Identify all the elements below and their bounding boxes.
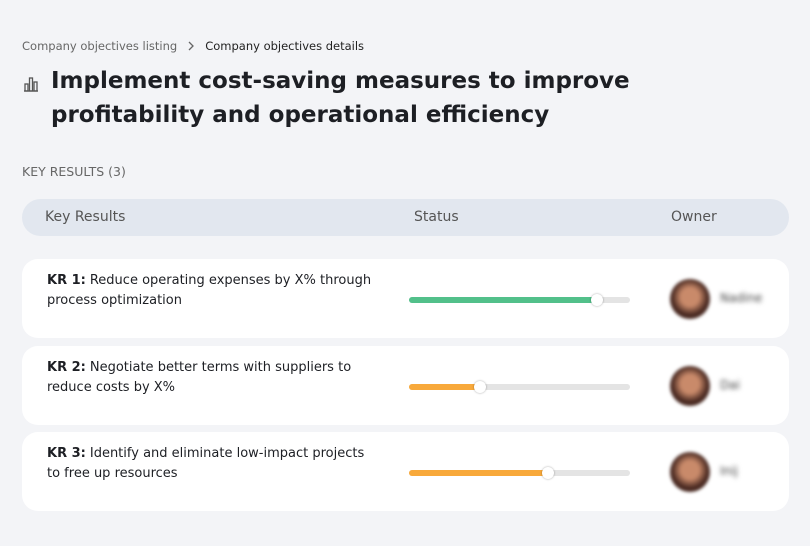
breadcrumb-link[interactable]: Company objectives listing	[22, 39, 178, 53]
progress-fill	[409, 384, 480, 390]
owner-avatar	[670, 366, 710, 406]
key-result-row[interactable]: KR 2: Negotiate better terms with supplie…	[22, 346, 789, 425]
key-result-label: KR 3:	[47, 446, 86, 461]
table-header: Key Results Status Owner	[22, 199, 789, 236]
owner-name: Nadine	[720, 291, 763, 305]
owner-avatar	[670, 279, 710, 319]
key-result-text: KR 3: Identify and eliminate low-impact p…	[47, 444, 372, 488]
progress-knob	[473, 381, 486, 393]
key-result-label: KR 1:	[47, 273, 86, 288]
chevron	[188, 41, 195, 51]
title-icon	[24, 77, 38, 92]
key-result-description: Reduce operating expenses by X% through …	[47, 273, 372, 308]
progress-fill	[409, 297, 597, 303]
progress-knob	[542, 467, 555, 479]
key-result-row[interactable]: KR 1: Reduce operating expenses by X% thr…	[22, 259, 789, 338]
column-header: Status	[414, 209, 459, 225]
progress-knob	[590, 294, 603, 306]
breadcrumb-current: Company objectives details	[205, 39, 365, 53]
key-result-description: Identify and eliminate low-impact projec…	[47, 446, 365, 481]
owner-name: Dai	[720, 378, 740, 392]
progress-track	[409, 381, 630, 393]
owner-name: Inij	[720, 464, 738, 478]
key-result-text: KR 1: Reduce operating expenses by X% thr…	[47, 271, 372, 315]
owner-avatar	[670, 452, 710, 492]
column-header: Owner	[671, 209, 717, 225]
section-label: KEY RESULTS (3)	[22, 164, 126, 179]
key-result-description: Negotiate better terms with suppliers to…	[47, 360, 352, 395]
progress-track	[409, 294, 630, 306]
key-result-label: KR 2:	[47, 360, 86, 375]
breadcrumb: Company objectives listing Company objec…	[22, 39, 364, 53]
key-result-row[interactable]: KR 3: Identify and eliminate low-impact p…	[22, 432, 789, 511]
column-header: Key Results	[45, 209, 126, 225]
progress-track	[409, 467, 630, 479]
page-title: Implement cost-saving measures to improv…	[51, 68, 630, 128]
progress-fill	[409, 470, 549, 476]
key-result-text: KR 2: Negotiate better terms with supplie…	[47, 358, 372, 402]
